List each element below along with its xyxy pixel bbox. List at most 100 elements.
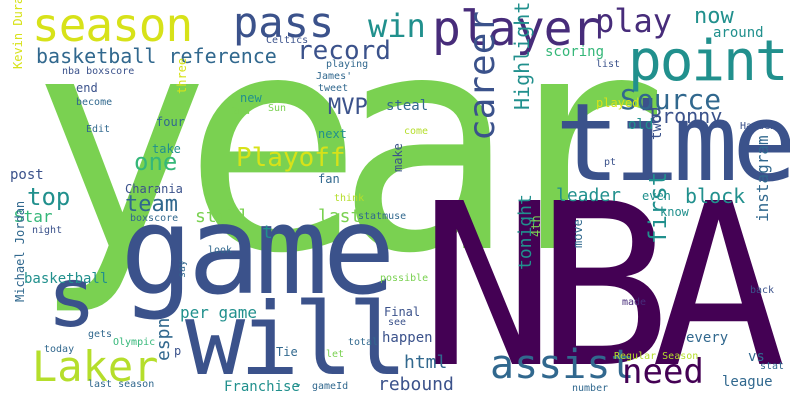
word-become: become	[76, 97, 113, 108]
word-tweet: tweet	[318, 83, 349, 94]
word-regular-season: Regular Season	[614, 351, 699, 362]
word-think: think	[334, 193, 365, 204]
word-around: around	[713, 25, 764, 41]
word-possible: possible	[380, 273, 429, 284]
word-last: last	[318, 206, 362, 227]
word-vs: vs	[748, 349, 765, 365]
word-cloud: year NBA game time will season pass play…	[10, 0, 790, 418]
word-total: total	[348, 337, 379, 348]
word-top: top	[27, 183, 71, 211]
word-every: every	[686, 330, 729, 346]
word-steal: steal	[386, 98, 429, 114]
word-gets: gets	[88, 329, 113, 340]
word-know: know	[660, 205, 689, 219]
word-pass: pass	[233, 0, 335, 47]
word-four: four	[156, 115, 185, 129]
word-espn: espn	[153, 317, 174, 361]
word-season: season	[32, 0, 193, 52]
word-look: look	[208, 245, 233, 256]
word-scoring: scoring	[545, 44, 605, 60]
word-per-game: per game	[180, 303, 258, 322]
word-celtics: Celtics	[266, 35, 309, 46]
word-playoff: Playoff	[236, 143, 346, 173]
word-fan: fan	[318, 172, 340, 186]
word-list: list	[596, 59, 621, 70]
word-nba: NBA	[420, 156, 786, 418]
word-last-season: last season	[88, 379, 155, 390]
word-kevin-durant: Kevin Durant	[11, 0, 25, 69]
word-t: t	[262, 222, 273, 243]
word-will: will	[185, 281, 408, 398]
word-sun: Sun	[268, 103, 287, 114]
word-rebound: rebound	[378, 374, 454, 395]
word-olympic: Olympic	[113, 337, 156, 348]
word-post: post	[10, 167, 44, 183]
word-harden: Harden	[740, 121, 777, 132]
word-franchise: Franchise	[224, 379, 300, 395]
word-laker: Laker	[32, 342, 159, 391]
word-stat: stat	[760, 361, 785, 372]
word-three: three	[175, 57, 189, 94]
word-take: take	[152, 142, 181, 156]
word-p: p	[174, 344, 182, 358]
word-source: Source	[620, 83, 722, 116]
word-leader: leader	[556, 185, 622, 206]
word-league: league	[722, 374, 773, 390]
word-back: back	[750, 285, 775, 296]
word-time: time	[555, 81, 790, 206]
word-statmuse: statmuse	[358, 211, 407, 222]
word-one: one	[134, 148, 178, 176]
word-number: number	[572, 383, 609, 394]
word-win: win	[368, 7, 426, 45]
word-let: let	[326, 349, 345, 360]
word-next: next	[318, 127, 347, 141]
word-block: block	[685, 184, 746, 208]
word-charania: Charania	[125, 182, 183, 196]
word-instagram: instagram	[753, 135, 772, 222]
word-dash: -	[294, 377, 303, 393]
word-4th: 4th	[529, 215, 543, 237]
word-highlight: Highlight	[510, 1, 534, 110]
word-new: new	[240, 91, 262, 105]
word-assist: assist	[490, 342, 635, 388]
word-game: game	[120, 180, 396, 322]
word-edit: Edit	[86, 124, 111, 135]
word-basketball-reference: basketball reference	[36, 44, 277, 68]
word-old: old	[628, 117, 654, 133]
word-play: play	[595, 2, 673, 40]
word-team: team	[125, 192, 178, 217]
word-career: career	[462, 10, 503, 141]
word-now: now	[694, 4, 734, 29]
word-end: end	[76, 81, 98, 95]
word-basketball: basketball	[24, 271, 109, 287]
word-today: today	[44, 344, 75, 355]
word-player: player	[432, 1, 600, 57]
word-say: say	[177, 259, 188, 278]
word-even: even	[642, 189, 671, 203]
word-2nd: 2nd	[232, 106, 251, 117]
word-boxscore: boxscore	[130, 213, 179, 224]
word-gameid: gameId	[312, 381, 349, 392]
word-made: made	[622, 297, 647, 308]
word-final: Final	[384, 305, 421, 319]
word-mvp: MVP	[328, 95, 368, 120]
word-come: come	[404, 126, 429, 137]
word-record: record	[297, 36, 391, 66]
word-happen: happen	[382, 330, 433, 346]
word-played: played	[596, 96, 640, 110]
word-pt: pt	[604, 157, 617, 168]
word-point: point	[628, 29, 789, 94]
word-move: move	[571, 219, 585, 248]
word-still: still	[195, 206, 250, 227]
word-nba-boxscore: nba boxscore	[62, 66, 135, 77]
word-s: s	[47, 251, 97, 346]
word-james: James'	[316, 71, 353, 82]
word-need: need	[622, 352, 704, 392]
word-year: year	[30, 0, 668, 319]
word-make: make	[391, 143, 405, 172]
word-bronny: Bronny	[650, 104, 723, 128]
word-tie: Tie	[276, 345, 298, 359]
word-see: see	[388, 317, 407, 328]
word-star: Star	[14, 207, 53, 226]
word-playing: playing	[326, 59, 369, 70]
